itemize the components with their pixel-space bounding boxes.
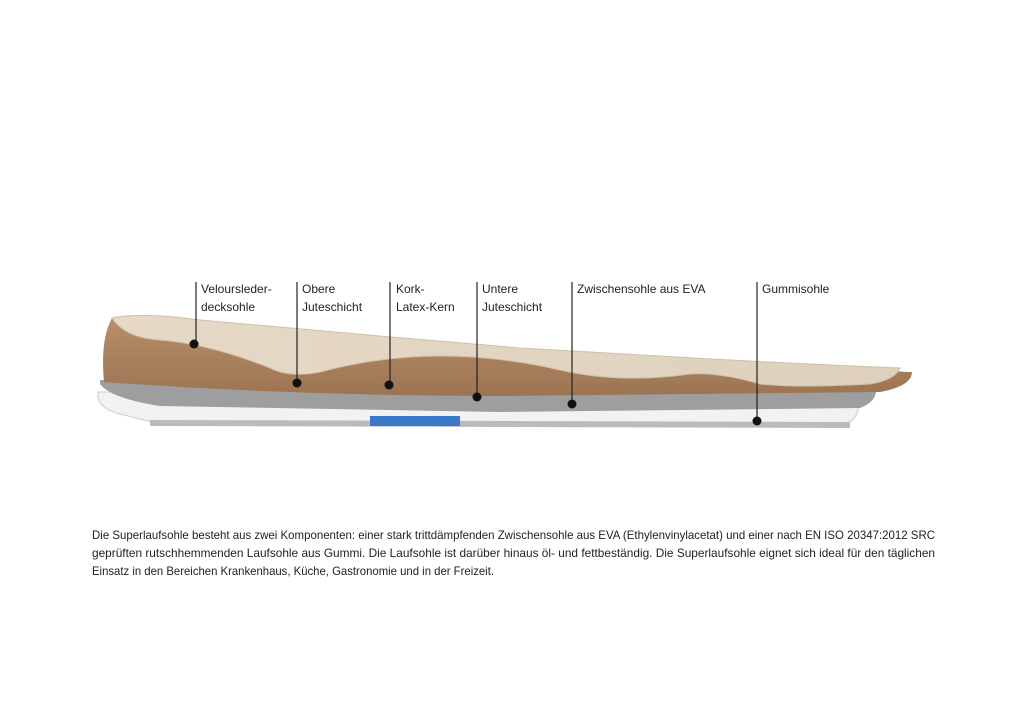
callouts bbox=[195, 282, 758, 421]
label-line: Juteschicht bbox=[482, 300, 543, 314]
blue-insert bbox=[370, 416, 460, 426]
label: Veloursleder-decksohle bbox=[201, 282, 272, 314]
label: Obere Juteschicht bbox=[302, 282, 363, 314]
label-line: Latex-Kern bbox=[396, 300, 455, 314]
description: Die Superlaufsohle besteht aus zwei Komp… bbox=[92, 528, 935, 578]
label-line: Zwischensohle aus EVA bbox=[577, 282, 706, 296]
label-line: Kork- bbox=[396, 282, 425, 296]
suede-footbed bbox=[111, 314, 901, 387]
label: Gummisohle bbox=[762, 282, 830, 296]
label-line: Obere bbox=[302, 282, 336, 296]
label-line: Juteschicht bbox=[302, 300, 363, 314]
description-line: Einsatz in den Bereichen Krankenhaus, Kü… bbox=[92, 564, 494, 578]
dot bbox=[472, 392, 482, 402]
labels: Veloursleder-decksohle Obere Juteschicht … bbox=[201, 282, 830, 314]
label-line: Gummisohle bbox=[762, 282, 830, 296]
sole-illustration bbox=[97, 314, 912, 428]
callout-dots bbox=[189, 339, 762, 426]
label-line: Veloursleder- bbox=[201, 282, 272, 296]
label: Zwischensohle aus EVA bbox=[577, 282, 706, 296]
dot bbox=[384, 380, 394, 390]
outsole-tread bbox=[150, 420, 850, 428]
description-line: Die Superlaufsohle besteht aus zwei Komp… bbox=[92, 528, 935, 542]
label-line: Untere bbox=[482, 282, 518, 296]
dot bbox=[567, 399, 577, 409]
description-line: geprüften rutschhemmenden Laufsohle aus … bbox=[92, 546, 935, 560]
dot bbox=[292, 378, 302, 388]
dot bbox=[752, 416, 762, 426]
label: Untere Juteschicht bbox=[482, 282, 543, 314]
dot bbox=[189, 339, 199, 349]
label: Kork- Latex-Kern bbox=[396, 282, 455, 314]
label-line: decksohle bbox=[201, 300, 255, 314]
